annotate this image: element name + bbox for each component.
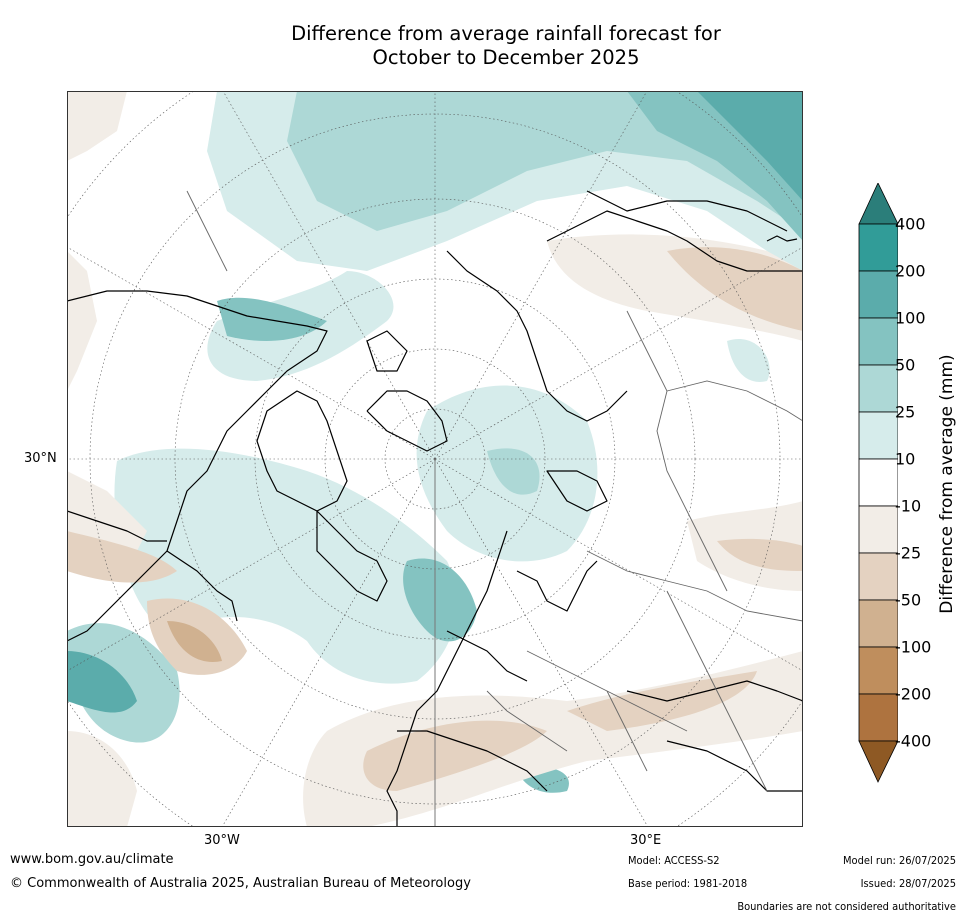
latitude-label: 30°N: [24, 451, 57, 466]
colorbar-tick-minus-50: -50: [895, 590, 922, 610]
wet-anomaly-zones: [67, 91, 803, 793]
footer-copyright: © Commonwealth of Australia 2025, Austra…: [10, 876, 471, 891]
graticule: [67, 91, 803, 827]
colorbar-tick-25: 25: [895, 402, 916, 422]
colorbar-tick-minus-10: -10: [895, 496, 922, 516]
longitude-label-east: 30°E: [630, 833, 662, 848]
colorbar-over-triangle: [858, 183, 898, 225]
title-line-2: October to December 2025: [372, 46, 640, 69]
colorbar-tick-200: 200: [895, 261, 926, 281]
footer-url[interactable]: www.bom.gov.au/climate: [10, 852, 174, 867]
map-canvas: [67, 91, 803, 827]
footer-issued: Issued: 28/07/2025: [860, 877, 956, 890]
colorbar-tick-100: 100: [895, 308, 926, 328]
country-borders: [186, 190, 803, 792]
colorbar-tick-10: 10: [895, 449, 916, 469]
colorbar-tick-minus-400: -400: [895, 731, 932, 751]
colorbar-title: Difference from average (mm): [937, 354, 957, 614]
footer-disclaimer: Boundaries are not considered authoritat…: [737, 900, 956, 913]
longitude-label-west: 30°W: [204, 833, 240, 848]
colorbar-tick-minus-25: -25: [895, 543, 922, 563]
colorbar: [858, 183, 898, 783]
colorbar-bins: [858, 223, 898, 742]
title-line-1: Difference from average rainfall forecas…: [291, 22, 721, 45]
polar-map[interactable]: [67, 91, 803, 827]
footer-base-period: Base period: 1981-2018: [628, 877, 748, 890]
footer-model: Model: ACCESS-S2: [628, 854, 720, 867]
colorbar-under-triangle: [858, 740, 898, 783]
coastlines: [67, 190, 803, 827]
colorbar-tick-minus-200: -200: [895, 684, 932, 704]
dry-anomaly-zones: [67, 91, 803, 827]
colorbar-tick-minus-100: -100: [895, 637, 932, 657]
footer-model-run: Model run: 26/07/2025: [843, 854, 956, 867]
colorbar-tick-400: 400: [895, 214, 926, 234]
colorbar-tick-50: 50: [895, 355, 916, 375]
chart-title: Difference from average rainfall forecas…: [0, 22, 965, 70]
map-frame: [67, 91, 803, 827]
